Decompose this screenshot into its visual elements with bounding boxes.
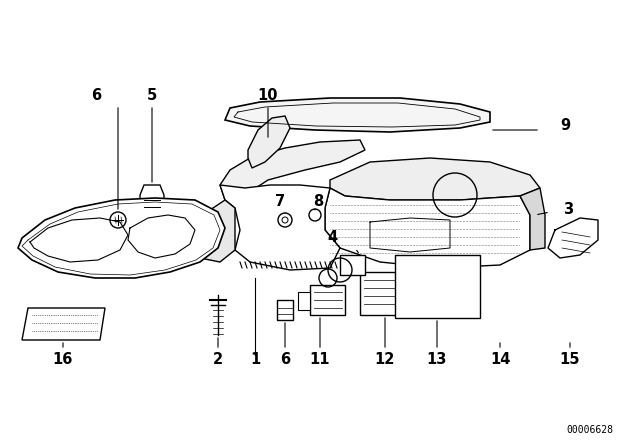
Text: 6: 6 bbox=[91, 87, 101, 103]
Polygon shape bbox=[220, 140, 365, 208]
Text: 14: 14 bbox=[490, 353, 510, 367]
Text: 7: 7 bbox=[275, 194, 285, 210]
Text: 6: 6 bbox=[280, 353, 290, 367]
Text: 5: 5 bbox=[147, 87, 157, 103]
Polygon shape bbox=[395, 255, 480, 318]
Polygon shape bbox=[310, 285, 345, 315]
Polygon shape bbox=[330, 158, 540, 200]
Polygon shape bbox=[22, 308, 105, 340]
Polygon shape bbox=[248, 116, 290, 168]
Text: 16: 16 bbox=[53, 353, 73, 367]
Polygon shape bbox=[360, 272, 410, 315]
Text: 1: 1 bbox=[250, 353, 260, 367]
Text: 12: 12 bbox=[375, 353, 395, 367]
Text: 10: 10 bbox=[258, 87, 278, 103]
Polygon shape bbox=[520, 188, 545, 250]
Text: 11: 11 bbox=[310, 353, 330, 367]
Text: 13: 13 bbox=[427, 353, 447, 367]
Polygon shape bbox=[185, 200, 235, 262]
Text: 3: 3 bbox=[563, 202, 573, 217]
Polygon shape bbox=[340, 255, 365, 275]
Text: 4: 4 bbox=[327, 231, 337, 246]
Polygon shape bbox=[277, 300, 293, 320]
Text: 00006628: 00006628 bbox=[566, 425, 614, 435]
Polygon shape bbox=[225, 98, 490, 132]
Text: 15: 15 bbox=[560, 353, 580, 367]
Polygon shape bbox=[18, 198, 225, 278]
Text: 8: 8 bbox=[313, 194, 323, 210]
Polygon shape bbox=[298, 292, 310, 310]
Polygon shape bbox=[140, 185, 164, 213]
Text: 2: 2 bbox=[213, 353, 223, 367]
Polygon shape bbox=[325, 188, 530, 268]
Text: 9: 9 bbox=[560, 117, 570, 133]
Polygon shape bbox=[220, 185, 340, 270]
